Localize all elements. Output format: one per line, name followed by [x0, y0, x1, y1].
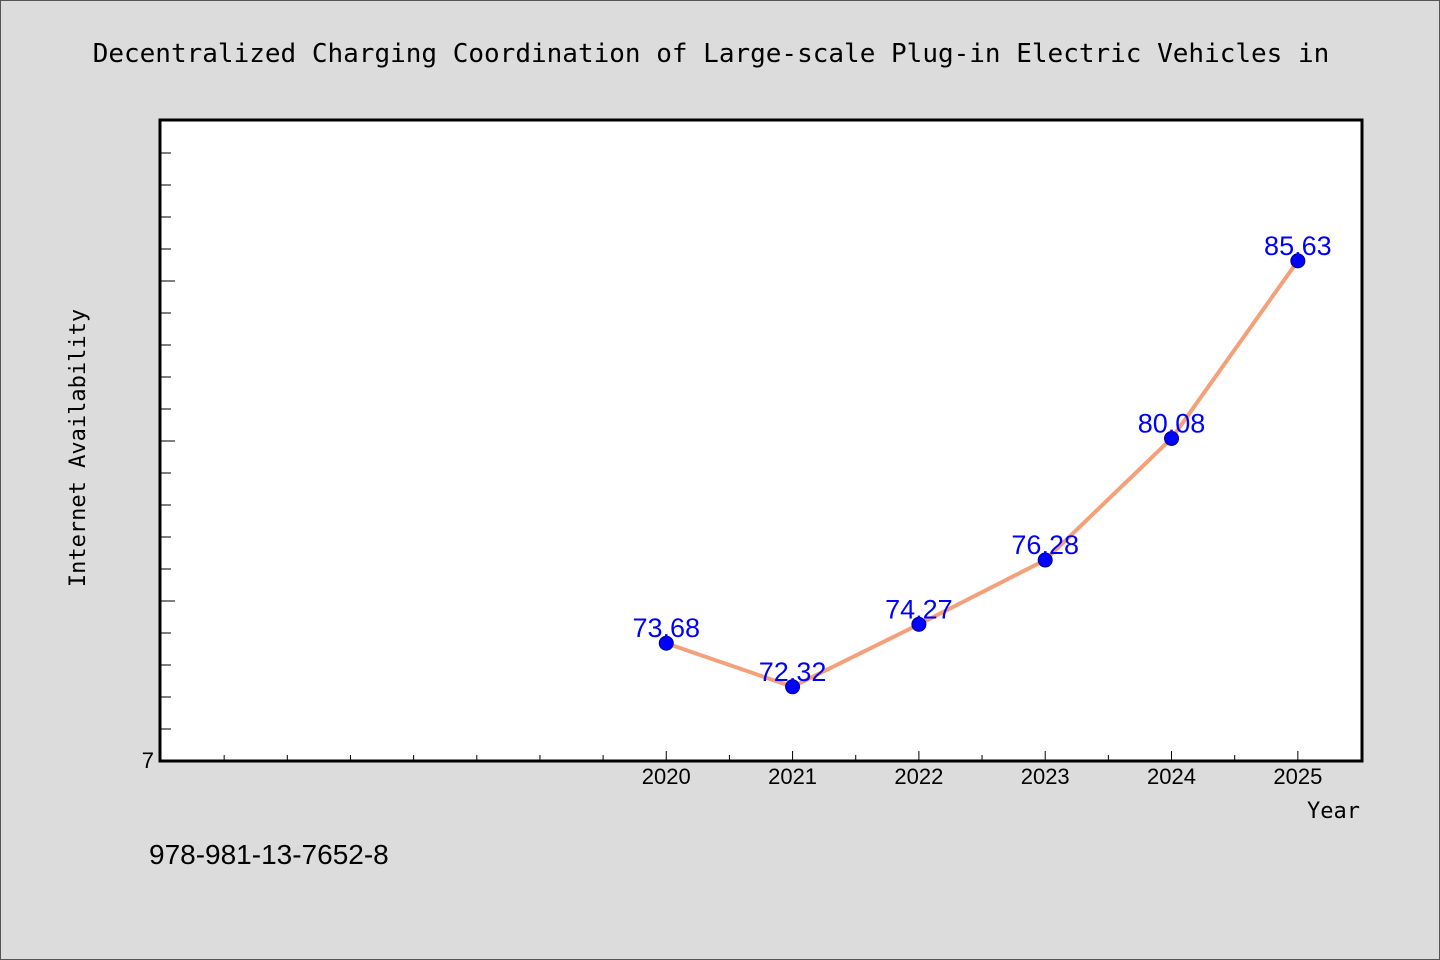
x-tick-label: 2024	[1147, 764, 1196, 789]
x-tick-label: 2021	[768, 764, 817, 789]
series-line	[664, 258, 1300, 689]
isbn-text: 978-981-13-7652-8	[149, 839, 389, 870]
plot-area	[158, 118, 1364, 763]
data-label: 73.68	[632, 613, 700, 643]
data-label: 76.28	[1011, 530, 1079, 560]
chart-title: Decentralized Charging Coordination of L…	[93, 39, 1330, 69]
x-tick-label: 2023	[1021, 764, 1070, 789]
data-point	[911, 616, 927, 632]
data-points	[658, 253, 1306, 695]
data-label: 72.32	[759, 657, 827, 687]
data-point	[1290, 253, 1306, 269]
x-tick-label: 2025	[1273, 764, 1322, 789]
x-tick-label: 2020	[642, 764, 691, 789]
x-tick-label: 2022	[894, 764, 943, 789]
y-tick-label: 7	[142, 748, 154, 773]
data-label: 85.63	[1264, 231, 1332, 261]
x-axis-ticks: 2020 2021 2022 2023 2024 2025	[223, 751, 1322, 789]
series-line-group	[664, 258, 1300, 689]
data-point	[1164, 430, 1180, 446]
y-axis-ticks: 7	[142, 152, 175, 773]
data-point	[1037, 552, 1053, 568]
x-axis-title: Year	[1307, 799, 1360, 824]
data-labels: 73.68 72.32 74.27 76.28 80.08 85.63	[632, 231, 1331, 687]
data-point	[658, 635, 674, 651]
y-axis-title: Internet Availability	[66, 309, 91, 587]
data-label: 80.08	[1138, 408, 1206, 438]
data-point	[785, 679, 801, 695]
data-label: 74.27	[885, 594, 953, 624]
